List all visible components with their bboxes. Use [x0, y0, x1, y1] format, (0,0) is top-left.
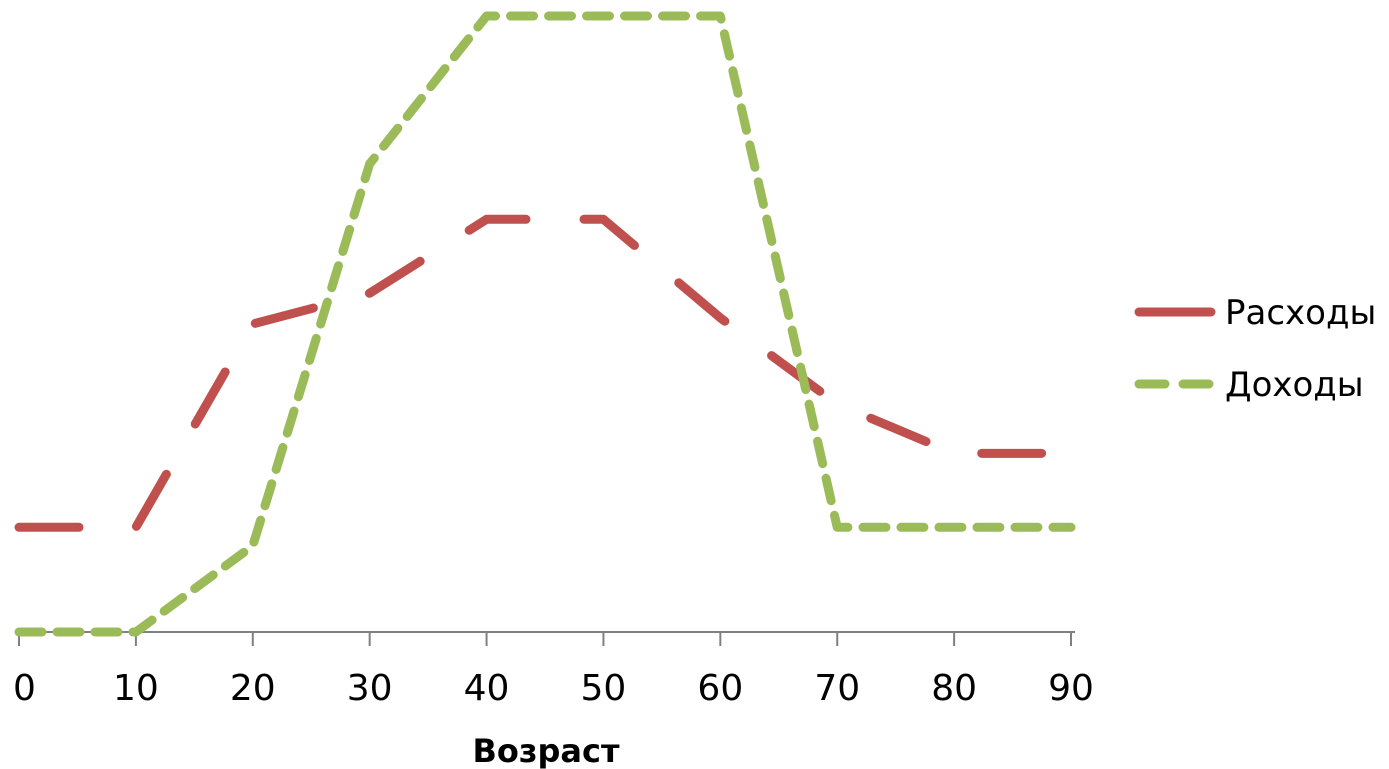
legend: Расходы Доходы	[1134, 293, 1376, 405]
series-line-expenses	[14, 214, 1076, 532]
x-tick-label: 20	[230, 668, 276, 709]
legend-label-expenses: Расходы	[1225, 293, 1376, 333]
x-tick-label: 90	[1048, 668, 1094, 709]
plot-area	[14, 11, 1076, 637]
x-tick-label: 10	[113, 668, 159, 709]
x-tick-label: 80	[931, 668, 977, 709]
x-axis-label: Возраст	[473, 732, 620, 769]
x-tick-label: 40	[464, 668, 510, 709]
x-axis: 0 10 20 30 40 50 60 70 80 90	[13, 631, 1094, 709]
x-tick-label: 70	[814, 668, 860, 709]
series-line-income	[14, 11, 1076, 637]
x-tick-label: 30	[347, 668, 393, 709]
x-tick-label: 60	[697, 668, 743, 709]
x-tick-label: 50	[581, 668, 627, 709]
x-tick-label: 0	[13, 668, 36, 709]
legend-label-income: Доходы	[1225, 365, 1364, 405]
